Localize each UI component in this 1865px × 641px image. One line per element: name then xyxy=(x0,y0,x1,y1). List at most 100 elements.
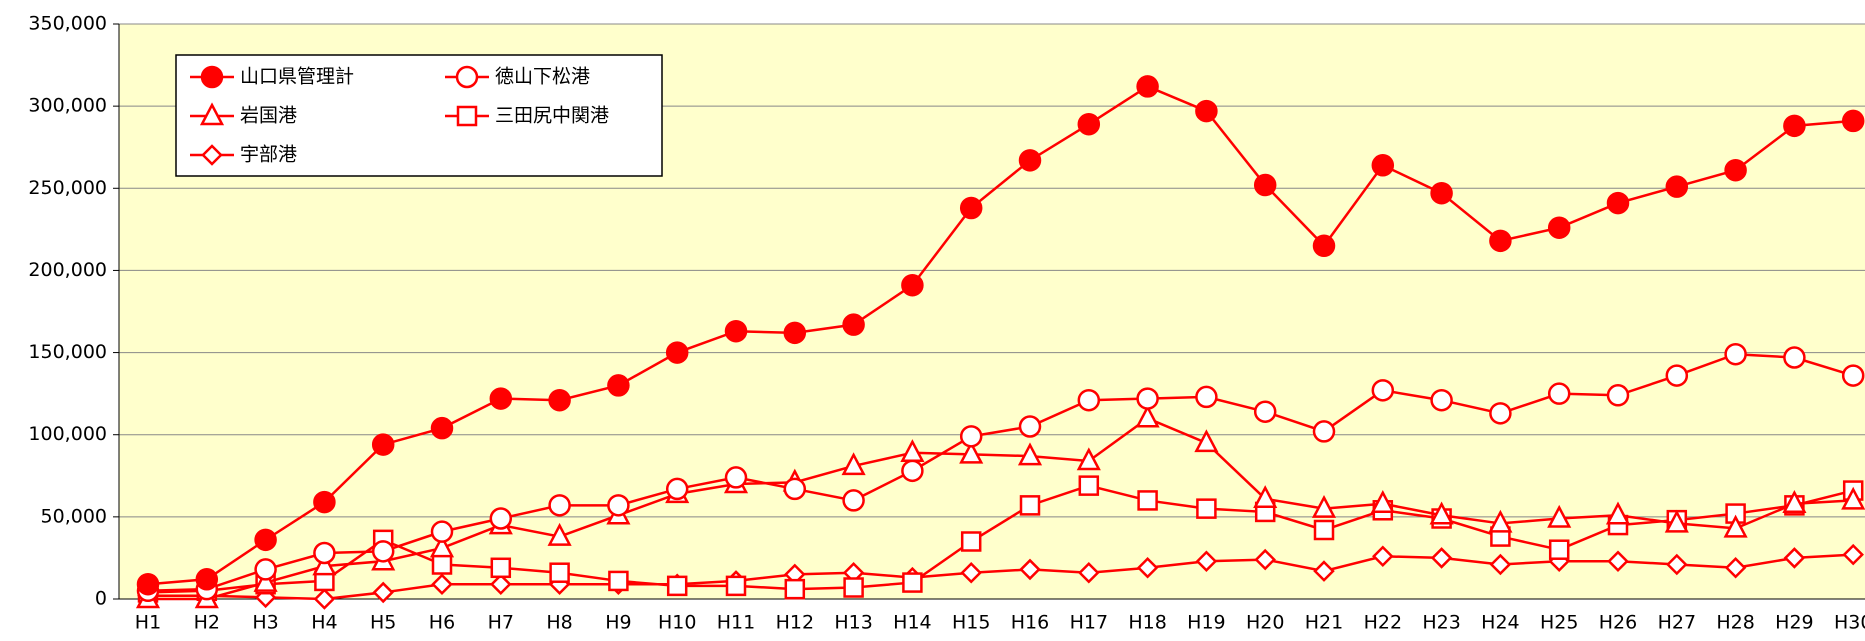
point xyxy=(490,573,512,595)
x-tick-label: H25 xyxy=(1540,612,1578,634)
point xyxy=(1841,486,1865,510)
point xyxy=(1429,501,1454,525)
point xyxy=(547,522,572,546)
y-tick-label: 250,000 xyxy=(28,177,107,199)
x-tick-label: H22 xyxy=(1364,612,1402,634)
point xyxy=(1137,490,1158,511)
series-line xyxy=(148,416,1854,601)
point xyxy=(901,273,924,297)
x-tick-label: H16 xyxy=(1011,612,1049,634)
point xyxy=(1018,415,1042,438)
point xyxy=(1078,475,1100,496)
point xyxy=(1371,379,1395,402)
point xyxy=(960,531,982,552)
point xyxy=(429,534,455,558)
point xyxy=(1019,495,1041,516)
point xyxy=(1606,191,1630,215)
x-tick-label: H17 xyxy=(1070,612,1108,634)
x-tick-label: H30 xyxy=(1834,612,1865,634)
point xyxy=(136,572,160,596)
point xyxy=(1313,519,1335,541)
point xyxy=(372,581,394,604)
point xyxy=(1136,75,1159,98)
x-tick-label: H1 xyxy=(135,612,161,634)
x-tick-label: H24 xyxy=(1481,612,1519,634)
point xyxy=(902,572,923,593)
x-tick-label: H4 xyxy=(311,612,337,634)
point xyxy=(1017,442,1043,466)
point xyxy=(842,489,865,512)
point xyxy=(1606,384,1630,407)
x-tick-label: H6 xyxy=(429,612,455,634)
x-tick-label: H9 xyxy=(605,612,631,634)
point xyxy=(1077,388,1101,412)
point xyxy=(1195,550,1218,572)
point xyxy=(1019,558,1041,581)
y-tick-label: 150,000 xyxy=(28,341,107,363)
point xyxy=(841,452,866,476)
point xyxy=(549,562,570,583)
point xyxy=(960,561,982,584)
x-tick-label: H20 xyxy=(1246,612,1284,634)
point xyxy=(1783,114,1806,138)
point xyxy=(1136,387,1159,410)
point xyxy=(1605,501,1631,525)
y-tick-label: 100,000 xyxy=(28,423,107,445)
point xyxy=(1783,346,1806,369)
point xyxy=(665,477,689,501)
y-tick-label: 300,000 xyxy=(28,95,107,117)
x-tick-label: H21 xyxy=(1305,612,1343,634)
point xyxy=(254,528,277,552)
point xyxy=(1077,112,1101,136)
x-tick-label: H2 xyxy=(194,612,220,634)
x-tick-label: H13 xyxy=(834,612,872,634)
point xyxy=(724,466,748,489)
x-tick-label: H29 xyxy=(1775,612,1813,634)
point xyxy=(725,575,747,597)
x-tick-label: H7 xyxy=(488,612,514,634)
point xyxy=(959,440,984,464)
point xyxy=(1195,385,1218,409)
point xyxy=(842,313,865,336)
point xyxy=(1607,550,1629,572)
point xyxy=(1371,154,1395,177)
point xyxy=(1489,229,1512,253)
point xyxy=(1076,447,1101,471)
point xyxy=(901,459,924,483)
legend-label: 宇部港 xyxy=(240,144,297,166)
point xyxy=(1253,400,1277,423)
x-tick-label: H8 xyxy=(546,612,572,634)
point xyxy=(430,416,454,440)
point xyxy=(253,568,278,592)
point xyxy=(199,102,225,126)
x-tick-label: H3 xyxy=(252,612,278,634)
point xyxy=(1724,158,1747,182)
point xyxy=(1724,342,1747,366)
point xyxy=(959,425,983,448)
point xyxy=(200,65,224,89)
point xyxy=(548,494,571,517)
y-tick-label: 50,000 xyxy=(41,505,107,527)
point xyxy=(1196,498,1217,519)
point xyxy=(1488,509,1513,533)
point xyxy=(1078,561,1100,584)
point xyxy=(1841,364,1865,387)
point xyxy=(489,387,513,410)
point xyxy=(1430,547,1453,569)
point xyxy=(1254,548,1276,571)
y-tick-label: 200,000 xyxy=(28,259,107,281)
x-tick-label: H11 xyxy=(717,612,755,634)
point xyxy=(1135,404,1160,428)
x-tick-label: H27 xyxy=(1658,612,1696,634)
point xyxy=(1547,216,1571,239)
point xyxy=(430,520,454,543)
point xyxy=(1666,553,1688,576)
point xyxy=(1430,388,1453,412)
point xyxy=(1782,490,1807,513)
point xyxy=(1547,382,1571,405)
point xyxy=(456,105,478,127)
x-tick-label: H26 xyxy=(1599,612,1637,634)
point xyxy=(784,578,806,600)
x-tick-label: H5 xyxy=(370,612,396,634)
